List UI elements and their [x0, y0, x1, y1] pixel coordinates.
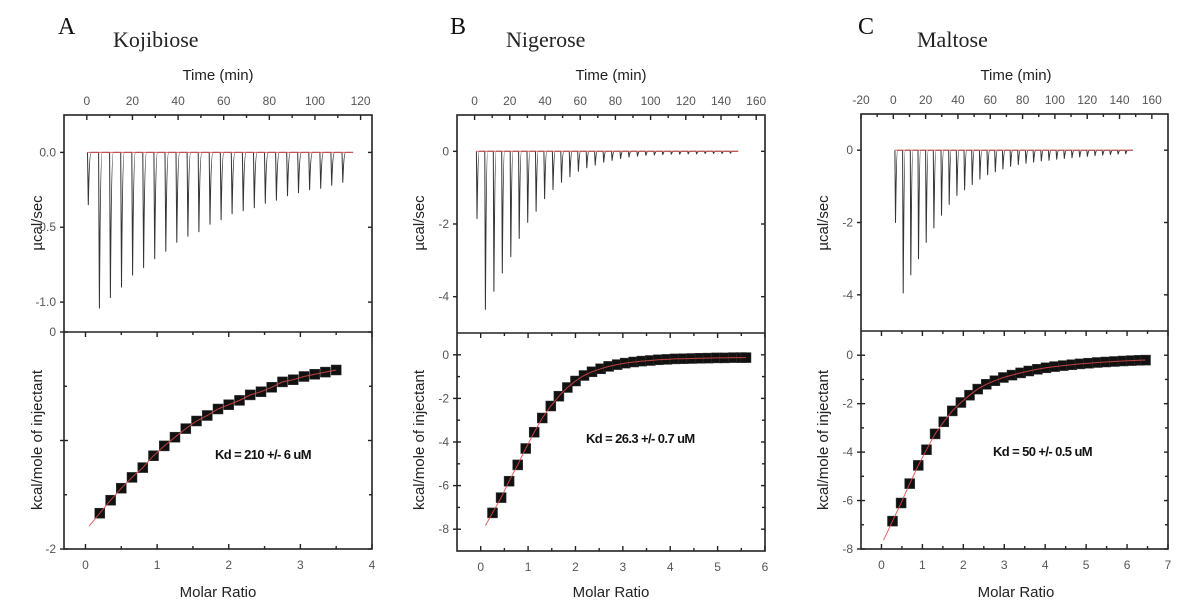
- y-tick-label: -0.5: [35, 220, 56, 234]
- y-tick-label: -4: [842, 445, 853, 459]
- x-tick-label: 0: [878, 558, 885, 572]
- x-tick-label: 140: [711, 94, 731, 108]
- x-tick-label: 40: [538, 94, 552, 108]
- y-tick-label: 0: [846, 143, 853, 157]
- top-y-axis-label: µcal/sec: [815, 195, 832, 251]
- x-tick-label: 0: [890, 93, 897, 107]
- panel-title: Kojibiose: [113, 27, 199, 52]
- kd-annotation: Kd = 26.3 +/- 0.7 uM: [586, 431, 695, 446]
- x-tick-label: 0: [82, 558, 89, 572]
- bottom-x-axis-label: Molar Ratio: [573, 584, 650, 601]
- fit-curve: [88, 369, 337, 527]
- y-tick-label: -2: [438, 391, 449, 405]
- x-tick-label: 3: [620, 560, 627, 574]
- x-tick-label: 120: [1077, 93, 1097, 107]
- panel-title: Maltose: [917, 27, 988, 52]
- raw-thermogram-trace: [87, 151, 354, 309]
- y-tick-label: 0: [442, 348, 449, 362]
- x-tick-label: 80: [263, 94, 277, 108]
- y-tick-label: -6: [438, 479, 449, 493]
- y-tick-label: -2: [842, 216, 853, 230]
- y-tick-label: 0: [846, 348, 853, 362]
- y-tick-label: -6: [842, 494, 853, 508]
- top-x-axis-label: Time (min): [575, 67, 646, 84]
- bottom-x-axis-label: Molar Ratio: [978, 584, 1055, 601]
- x-tick-label: 1: [154, 558, 161, 572]
- x-tick-label: 60: [574, 94, 588, 108]
- panel-title: Nigerose: [506, 27, 585, 52]
- x-tick-label: 120: [676, 94, 696, 108]
- y-tick-label: -1.0: [35, 295, 56, 309]
- y-tick-label: -8: [438, 522, 449, 536]
- y-tick-label: -2: [438, 217, 449, 231]
- x-tick-label: 1: [525, 560, 532, 574]
- x-tick-label: 0: [471, 94, 478, 108]
- bottom-y-axis-label: kcal/mole of injectant: [815, 369, 832, 510]
- y-tick-label: -8: [842, 542, 853, 556]
- x-tick-label: -20: [852, 93, 870, 107]
- x-tick-label: 6: [1124, 558, 1131, 572]
- y-tick-label: -4: [438, 435, 449, 449]
- x-tick-label: 40: [171, 94, 185, 108]
- kd-annotation: Kd = 210 +/- 6 uM: [215, 447, 311, 462]
- y-tick-label: -4: [438, 290, 449, 304]
- x-tick-label: 4: [1042, 558, 1049, 572]
- x-tick-label: 3: [297, 558, 304, 572]
- x-tick-label: 5: [1083, 558, 1090, 572]
- y-tick-label: -4: [842, 288, 853, 302]
- x-tick-label: 1: [919, 558, 926, 572]
- fit-curve: [883, 359, 1146, 541]
- x-tick-label: 100: [305, 94, 325, 108]
- panel-a: A Kojibiose Time (min) µcal/sec kcal/mol…: [29, 14, 376, 601]
- panel-b: B Nigerose Time (min) µcal/sec kcal/mole…: [411, 14, 769, 601]
- x-tick-label: 60: [217, 94, 231, 108]
- top-y-axis-label: µcal/sec: [411, 195, 428, 251]
- x-tick-label: 7: [1165, 558, 1172, 572]
- top-y-axis-label: µcal/sec: [29, 195, 46, 251]
- x-tick-label: 2: [960, 558, 967, 572]
- raw-thermogram-trace: [894, 149, 1133, 294]
- x-tick-label: 140: [1110, 93, 1130, 107]
- kd-annotation: Kd = 50 +/- 0.5 uM: [993, 444, 1092, 459]
- x-tick-label: 5: [714, 560, 721, 574]
- x-tick-label: 100: [1045, 93, 1065, 107]
- x-tick-label: 80: [1016, 93, 1030, 107]
- x-tick-label: 120: [351, 94, 371, 108]
- x-tick-label: 4: [369, 558, 376, 572]
- x-tick-label: 2: [572, 560, 579, 574]
- top-x-axis-label: Time (min): [182, 67, 253, 84]
- x-tick-label: 160: [746, 94, 766, 108]
- bottom-y-axis-label: kcal/mole of injectant: [29, 369, 46, 510]
- raw-thermogram-trace: [475, 150, 739, 310]
- top-x-axis-label: Time (min): [980, 67, 1051, 84]
- y-tick-label: 0: [49, 325, 56, 339]
- bottom-x-axis-label: Molar Ratio: [180, 584, 257, 601]
- x-tick-label: 6: [762, 560, 769, 574]
- panel-letter: C: [858, 14, 874, 40]
- x-tick-label: 40: [951, 93, 965, 107]
- panel-letter: B: [450, 14, 466, 40]
- x-tick-label: 4: [667, 560, 674, 574]
- x-tick-label: 20: [503, 94, 517, 108]
- x-tick-label: 3: [1001, 558, 1008, 572]
- x-tick-label: 80: [609, 94, 623, 108]
- x-tick-label: 0: [477, 560, 484, 574]
- x-tick-label: 20: [126, 94, 140, 108]
- fit-curve: [484, 357, 746, 526]
- bottom-y-axis-label: kcal/mole of injectant: [411, 369, 428, 510]
- y-tick-label: -2: [45, 542, 56, 556]
- y-tick-label: 0.0: [39, 145, 56, 159]
- y-tick-label: -2: [842, 397, 853, 411]
- x-tick-label: 2: [225, 558, 232, 572]
- x-tick-label: 20: [919, 93, 933, 107]
- y-tick-label: 0: [442, 144, 449, 158]
- x-tick-label: 160: [1142, 93, 1162, 107]
- x-tick-label: 0: [83, 94, 90, 108]
- panel-c: C Maltose Time (min) µcal/sec kcal/mole …: [815, 14, 1172, 601]
- x-tick-label: 100: [641, 94, 661, 108]
- panel-letter: A: [58, 14, 76, 40]
- x-tick-label: 60: [984, 93, 998, 107]
